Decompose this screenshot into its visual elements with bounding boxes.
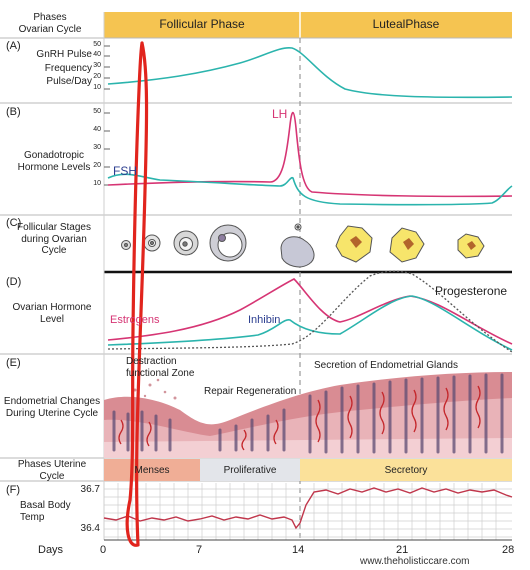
lh-label: LH: [272, 107, 288, 121]
panel-b-tick-20: 20: [93, 162, 101, 169]
panel-f-letter: (F): [6, 484, 21, 496]
uterine-phases-label: Phases Uterine Cycle: [17, 459, 87, 482]
basal-temp-label: Basal Body Temp: [20, 500, 71, 523]
follicle-stages: [121, 223, 485, 268]
panel-b-tick-40: 40: [93, 126, 101, 133]
temperature-grid: [104, 483, 512, 540]
follicular-stages-label: Follicular Stages during Ovarian Cycle: [17, 222, 91, 256]
luteal-phase-label: LutealPhase: [372, 17, 440, 31]
panel-b-tick-10: 10: [93, 180, 101, 187]
day-tick-21: 21: [396, 544, 409, 556]
secretion-label: Secretion of Endometrial Glands: [314, 360, 458, 371]
endometrial-label: Endometrial Changes During Uterine Cycle: [3, 396, 101, 419]
secretory-bar: [300, 459, 512, 481]
days-label: Days: [38, 544, 64, 556]
header-follicular-bar: [104, 12, 300, 38]
panel-a-tick-40: 40: [93, 51, 101, 58]
gnrh-curve: [107, 47, 513, 99]
panel-b-tick-50: 50: [93, 108, 101, 115]
gonadotropic-label: Gonadotropic Hormone Levels: [17, 150, 91, 173]
endometrium-illustration: [104, 372, 512, 458]
day-tick-0: 0: [100, 544, 107, 556]
day-tick-28: 28: [502, 544, 515, 556]
panel-d-letter: (D): [6, 276, 22, 288]
temp-high-tick: 36.7: [80, 484, 100, 495]
proliferative-bar: [200, 459, 300, 481]
watermark: www.theholisticcare.com: [360, 556, 470, 567]
gnrh-label: GnRH Pulse Frequency Pulse/Day: [36, 49, 92, 87]
panel-a-tick-20: 20: [93, 73, 101, 80]
panel-b-letter: (B): [6, 106, 21, 118]
secretory-label: Secretory: [384, 465, 428, 476]
panel-a-tick-50: 50: [93, 41, 101, 48]
panel-b-tick-30: 30: [93, 144, 101, 151]
panel-e-letter: (E): [6, 357, 21, 369]
temperature-curve: [103, 487, 513, 530]
estrogens-label: Estrogens: [110, 314, 160, 326]
proliferative-label: Proliferative: [223, 465, 277, 476]
destruction-label: Destraction functional Zone: [126, 356, 195, 379]
fsh-label: FSH: [113, 164, 137, 178]
panel-a-tick-10: 10: [93, 84, 101, 91]
ovarian-cycle-label: Phases Ovarian Cycle: [18, 12, 82, 35]
panel-c-letter: (C): [6, 217, 22, 229]
day-tick-7: 7: [196, 544, 203, 556]
progesterone-curve: [107, 270, 513, 353]
inhibin-curve: [107, 295, 513, 351]
fsh-curve: [107, 173, 513, 206]
inhibin-label: Inhibin: [248, 314, 281, 326]
progesterone-label: Progesterone: [435, 284, 508, 298]
lh-curve: [107, 111, 513, 198]
day-tick-14: 14: [292, 544, 305, 556]
menses-label: Menses: [134, 465, 170, 476]
header-luteal-bar: [300, 12, 512, 38]
follicular-phase-label: Follicular Phase: [159, 17, 245, 31]
menses-bar: [104, 459, 200, 481]
panel-a-tick-30: 30: [93, 62, 101, 69]
ovarian-hormone-label: Ovarian Hormone Level: [12, 302, 92, 325]
hand-drawn-annotation: [125, 41, 149, 547]
panel-a-letter: (A): [6, 40, 21, 52]
repair-label: Repair Regeneration: [204, 386, 297, 397]
temp-low-tick: 36.4: [80, 523, 100, 534]
